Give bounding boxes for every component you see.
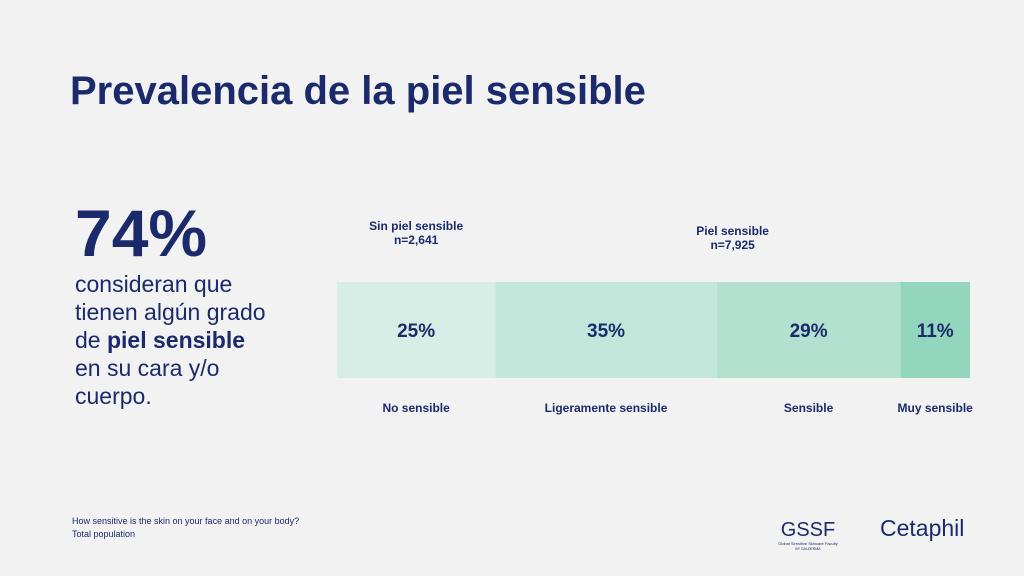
- category-label: Muy sensible: [898, 401, 974, 415]
- value-label: 11%: [917, 321, 954, 342]
- bar-segment: [900, 282, 970, 378]
- group-n: n=2,641: [394, 233, 439, 247]
- category-label: No sensible: [382, 401, 450, 415]
- value-label: 35%: [587, 321, 625, 342]
- value-label: 25%: [397, 321, 435, 342]
- slide-title: Prevalencia de la piel sensible: [70, 69, 646, 113]
- gssf-by: BY GALDERMA: [795, 547, 821, 551]
- bar-segment: [716, 282, 901, 378]
- gssf-sub: Global Sensitive Skincare Faculty: [778, 541, 838, 546]
- text: en su cara y/o cuerpo.: [75, 355, 220, 409]
- highlight-text: consideran que tienen algún grado de pie…: [75, 270, 270, 410]
- category-label: Ligeramente sensible: [545, 401, 668, 415]
- group-n: n=7,925: [710, 238, 755, 252]
- footer-base: Total population: [72, 529, 135, 539]
- category-label: Sensible: [784, 401, 834, 415]
- value-label: 29%: [790, 321, 828, 342]
- group-label: Piel sensible: [696, 224, 769, 238]
- brand-logo: Cetaphil: [880, 515, 964, 541]
- group-label: Sin piel sensible: [369, 219, 463, 233]
- text: consideran que tienen algún grado de: [75, 271, 266, 353]
- bold-text: piel sensible: [106, 327, 246, 353]
- bar-segment: [337, 282, 496, 378]
- footer-question: How sensitive is the skin on your face a…: [72, 516, 299, 526]
- gssf-logo: GSSF: [781, 519, 835, 541]
- big-stat: 74%: [75, 196, 207, 270]
- bar-segment: [495, 282, 717, 378]
